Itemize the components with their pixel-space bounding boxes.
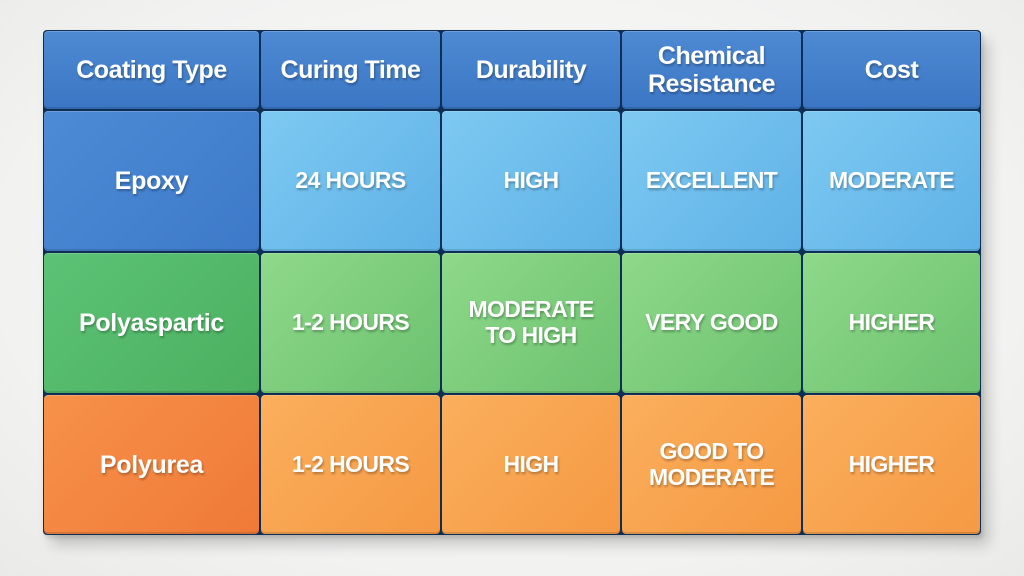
cost-value: MODERATE xyxy=(803,111,980,251)
curing-time-value: 1-2 HOURS xyxy=(261,253,440,393)
cost-value: HIGHER xyxy=(803,395,980,534)
header-chemical-resistance: Chemical Resistance xyxy=(622,31,801,109)
coating-name: Polyaspartic xyxy=(44,253,259,393)
coating-name: Epoxy xyxy=(44,111,259,251)
header-cost: Cost xyxy=(803,31,980,109)
header-durability: Durability xyxy=(442,31,620,109)
durability-value: MODERATE TO HIGH xyxy=(442,253,620,393)
header-coating-type: Coating Type xyxy=(44,31,259,109)
coating-comparison-table: Coating Type Curing Time Durability Chem… xyxy=(43,30,981,535)
curing-time-value: 24 HOURS xyxy=(261,111,440,251)
header-curing-time: Curing Time xyxy=(261,31,440,109)
coating-name: Polyurea xyxy=(44,395,259,534)
curing-time-value: 1-2 HOURS xyxy=(261,395,440,534)
chemical-resistance-value: VERY GOOD xyxy=(622,253,801,393)
chemical-resistance-value: EXCELLENT xyxy=(622,111,801,251)
cost-value: HIGHER xyxy=(803,253,980,393)
durability-value: HIGH xyxy=(442,395,620,534)
chemical-resistance-value: GOOD TO MODERATE xyxy=(622,395,801,534)
durability-value: HIGH xyxy=(442,111,620,251)
